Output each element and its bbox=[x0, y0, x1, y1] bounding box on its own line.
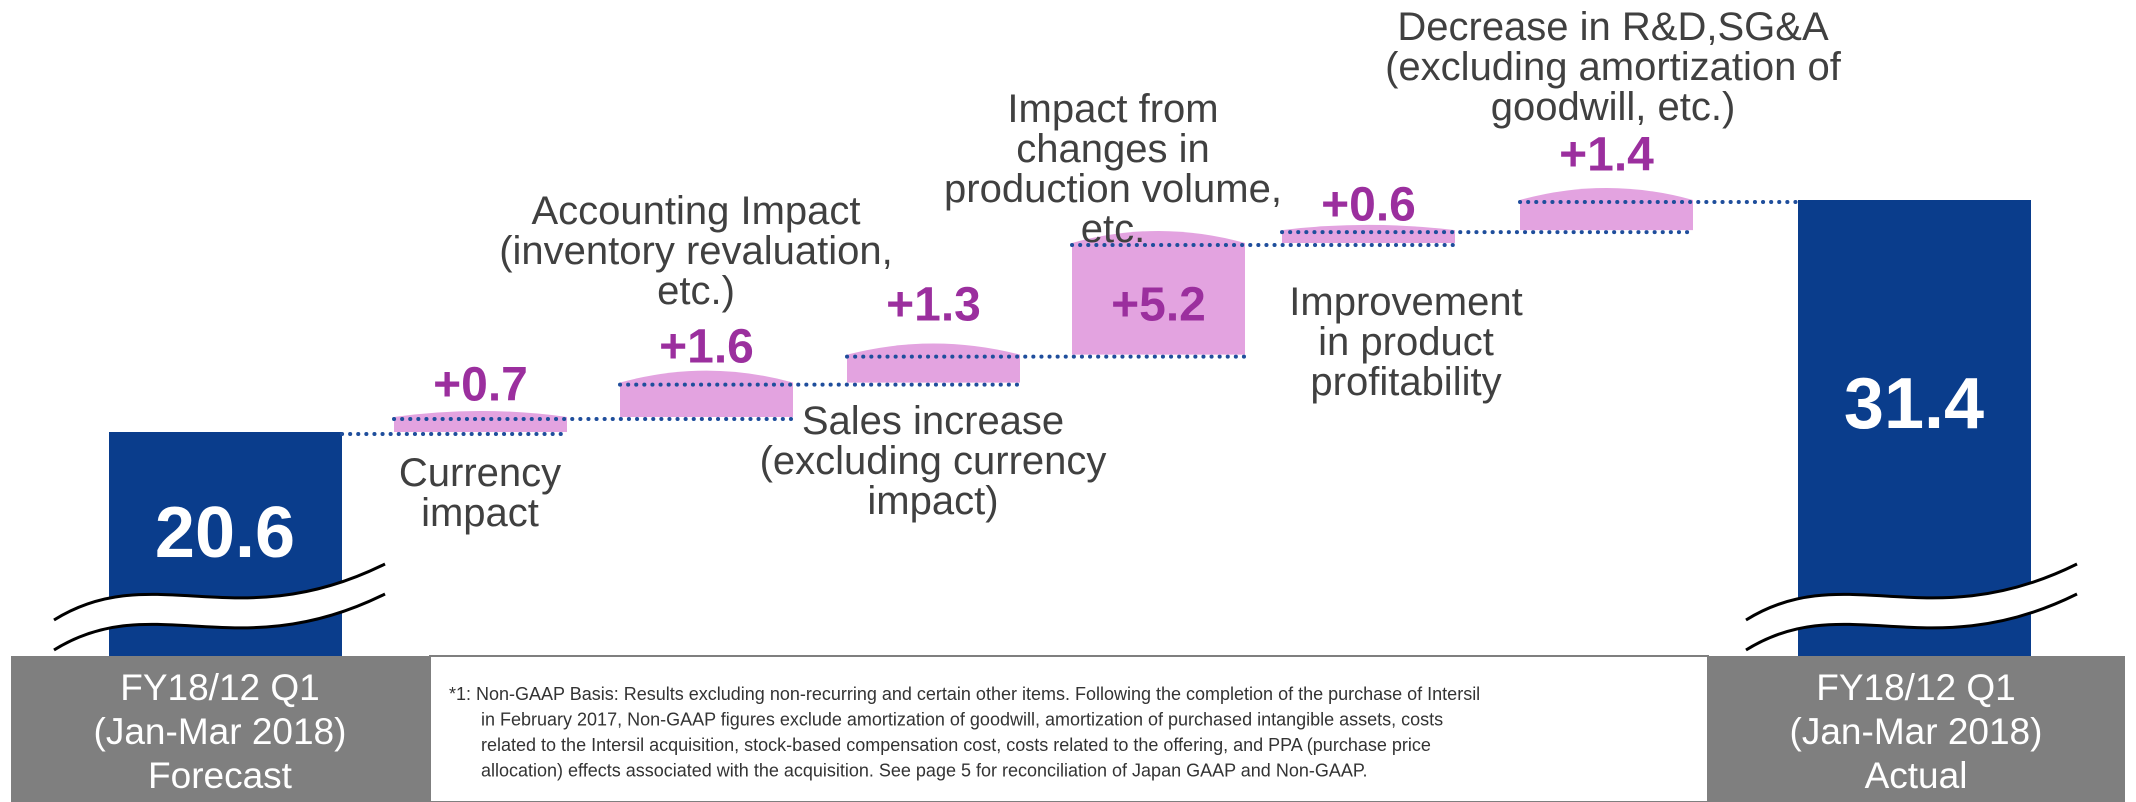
total-bar bbox=[1798, 200, 2031, 656]
category-label-line: Improvement bbox=[1289, 280, 1522, 324]
category-label-line: Impact from bbox=[1007, 87, 1218, 131]
total-label: (Jan-Mar 2018) bbox=[1790, 711, 2043, 752]
category-label-line: Decrease in R&D,SG&A bbox=[1397, 5, 1829, 49]
value-label: +0.7 bbox=[433, 359, 528, 412]
increment-bar bbox=[394, 410, 567, 432]
value-label: +1.3 bbox=[886, 279, 981, 332]
footnote-line: *1: Non-GAAP Basis: Results excluding no… bbox=[449, 684, 1480, 704]
axis-break-line bbox=[1745, 592, 2078, 652]
total-label: FY18/12 Q1 bbox=[120, 667, 320, 708]
total-label: Actual bbox=[1865, 755, 1968, 796]
category-label: Sales increase (excluding currency impact) bbox=[760, 399, 1107, 523]
value-label: +0.6 bbox=[1321, 179, 1416, 232]
increment-bar bbox=[847, 343, 1020, 383]
axis-break-line bbox=[1745, 562, 2078, 622]
start-label-box bbox=[11, 656, 430, 802]
category-label-line: production volume, bbox=[944, 167, 1282, 211]
category-label-line: (inventory revaluation, bbox=[499, 229, 893, 273]
category-label-line: impact bbox=[421, 491, 539, 535]
increment-bar bbox=[1282, 224, 1455, 243]
footnote-line: in February 2017, Non-GAAP figures exclu… bbox=[481, 709, 1443, 729]
footnote-line: related to the Intersil acquisition, sto… bbox=[481, 735, 1431, 755]
category-label-line: Currency bbox=[399, 451, 561, 495]
increment-bar bbox=[620, 370, 793, 417]
category-label-line: impact) bbox=[867, 479, 998, 523]
end-label-box bbox=[1708, 656, 2125, 802]
category-label: Improvement in product profitability bbox=[1289, 280, 1522, 404]
total-label: Forecast bbox=[148, 755, 293, 796]
category-label-line: Accounting Impact bbox=[531, 189, 860, 233]
value-label: +1.6 bbox=[659, 321, 754, 374]
increment-bar bbox=[1520, 188, 1693, 231]
category-label-line: (excluding amortization of bbox=[1385, 45, 1842, 89]
footnote-line: allocation) effects associated with the … bbox=[481, 760, 1368, 780]
axis-break bbox=[54, 564, 385, 650]
footnote-box bbox=[429, 655, 1709, 802]
value-label: +5.2 bbox=[1111, 279, 1206, 332]
value-label: +1.4 bbox=[1559, 129, 1654, 182]
axis-break bbox=[1746, 564, 2077, 650]
category-label-line: etc.) bbox=[657, 269, 735, 313]
total-label: (Jan-Mar 2018) bbox=[94, 711, 347, 752]
category-label: Impact from changes in production volume, e… bbox=[944, 87, 1282, 251]
category-label-line: in product bbox=[1318, 320, 1494, 364]
category-label-line: Sales increase bbox=[802, 399, 1064, 443]
category-label: Decrease in R&D,SG&A (excluding amortizat… bbox=[1385, 5, 1842, 129]
category-label: Accounting Impact (inventory revaluation,… bbox=[499, 189, 893, 313]
category-label-line: goodwill, etc.) bbox=[1491, 85, 1736, 129]
category-label: Currency impact bbox=[399, 451, 561, 535]
total-value: 31.4 bbox=[1844, 364, 1984, 444]
category-label-line: (excluding currency bbox=[760, 439, 1107, 483]
axis-break-line bbox=[53, 562, 386, 622]
category-label-line: changes in bbox=[1016, 127, 1209, 171]
category-label-line: profitability bbox=[1310, 360, 1501, 404]
total-value: 20.6 bbox=[155, 493, 295, 573]
total-label: FY18/12 Q1 bbox=[1816, 667, 2016, 708]
increment-bar bbox=[1072, 230, 1245, 355]
axis-break-line bbox=[53, 592, 386, 652]
